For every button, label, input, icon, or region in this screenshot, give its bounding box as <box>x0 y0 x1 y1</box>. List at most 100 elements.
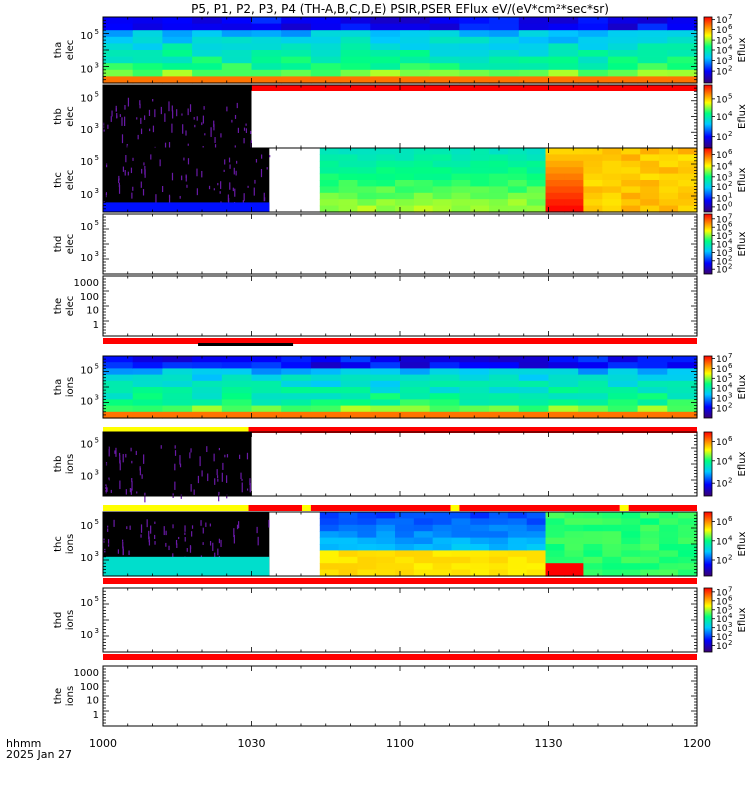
spectrogram-cell <box>281 50 312 58</box>
spectrogram-noise <box>105 192 107 198</box>
spectrogram-cell <box>162 43 193 51</box>
y-tick-exponent: 3 <box>95 550 99 558</box>
spectrogram-noise <box>137 134 139 140</box>
spectrogram-cell <box>221 387 253 394</box>
spectrogram-cell <box>376 537 396 545</box>
spectrogram-cell <box>526 186 547 194</box>
spectrogram-cell <box>578 380 609 388</box>
y-tick-label: 1000 <box>74 668 99 679</box>
spectrogram-cell <box>637 63 668 71</box>
spectrogram-cell <box>432 518 453 526</box>
spectrogram-cell <box>319 569 340 577</box>
spectrogram-cell <box>637 43 668 51</box>
spectrogram-noise <box>243 127 246 131</box>
colorbar-tick-label: 10 <box>716 606 728 616</box>
spectrogram-cell <box>489 76 520 84</box>
spectrogram-cell <box>357 180 377 187</box>
spectrogram-cell <box>545 544 566 551</box>
spectrogram-cell <box>637 399 668 407</box>
y-axis-label-species: ions <box>65 534 76 554</box>
y-tick-label: 10 <box>80 440 93 451</box>
spectrogram-noise <box>196 188 198 196</box>
spectrogram-cell <box>400 17 431 25</box>
spectrogram-cell <box>526 154 547 162</box>
spectrogram-cell <box>548 380 579 388</box>
spectrogram-cell <box>640 531 660 539</box>
spectrogram-cell <box>637 374 668 382</box>
spectrogram-cell <box>281 387 312 394</box>
spectrogram-cell <box>319 556 340 564</box>
spectrogram-noise <box>245 128 248 133</box>
spectrogram-noise <box>131 478 133 483</box>
spectrogram-noise <box>146 519 148 528</box>
x-axis-label-date: 2025 Jan 27 <box>6 748 72 761</box>
spectrogram-cell <box>602 167 622 175</box>
spectrogram-cell <box>192 405 223 413</box>
spectrogram-cell <box>678 180 698 187</box>
spectrogram-noise <box>189 104 192 112</box>
spectrogram-cell <box>526 199 547 207</box>
spectrogram-cell <box>413 199 434 207</box>
spectrogram-noise <box>144 169 146 178</box>
colorbar-tick-exponent: 4 <box>728 238 733 246</box>
spectrogram-cell <box>470 550 490 558</box>
spectrogram-noise <box>213 188 215 191</box>
spectrogram-noise <box>168 142 171 150</box>
spectrogram-cell <box>583 173 603 181</box>
spectrogram-noise <box>228 157 231 163</box>
spectrogram-cell <box>192 356 223 363</box>
spectrogram-cell <box>162 380 193 388</box>
colorbar-tick-label: 10 <box>716 405 728 415</box>
spectrogram-cell <box>103 76 134 84</box>
spectrogram-cell <box>602 537 622 545</box>
spectrogram-cell <box>583 148 603 155</box>
spectrogram-cell <box>429 17 460 25</box>
spectrogram-cell <box>221 76 253 84</box>
spectrogram-cell <box>429 368 460 376</box>
spectrogram-noise <box>127 171 129 176</box>
spectrogram-cell <box>310 356 342 363</box>
spectrogram-cell <box>507 556 528 564</box>
spectrogram-cell <box>545 148 566 155</box>
spectrogram-cell <box>132 17 163 25</box>
spectrogram-cell <box>429 69 460 77</box>
spectrogram-noise <box>160 106 162 115</box>
spectrogram-cell <box>621 518 641 526</box>
spectrogram-noise <box>117 549 119 554</box>
spectrogram-cell <box>659 512 679 519</box>
status-bar <box>103 578 697 584</box>
spectrogram-cell <box>621 205 641 213</box>
spectrogram-cell <box>545 563 566 571</box>
spectrogram-cell <box>564 173 584 181</box>
spectrogram-cell <box>451 167 471 175</box>
colorbar-tick-exponent: 3 <box>728 54 732 62</box>
spectrogram-cell <box>602 531 622 539</box>
spectrogram-cell <box>395 205 415 213</box>
spectrogram-cell <box>338 186 359 194</box>
spectrogram-cell <box>319 192 340 200</box>
spectrogram-cell <box>340 50 371 58</box>
spectrogram-cell <box>545 556 566 564</box>
colorbar-tick-exponent: 2 <box>728 180 732 188</box>
spectrogram-noise <box>136 491 138 494</box>
spectrogram-noise <box>217 182 219 186</box>
spectrogram-cell <box>370 380 401 388</box>
y-axis-label-species: ions <box>65 377 76 397</box>
y-tick-label: 10 <box>80 64 93 75</box>
spectrogram-cell <box>132 368 163 376</box>
spectrogram-cell <box>413 173 434 181</box>
spectrogram-cell <box>103 17 134 25</box>
colorbar-tick-label: 10 <box>716 257 728 267</box>
spectrogram-cell <box>281 405 312 413</box>
spectrogram-cell <box>489 393 520 400</box>
spectrogram-cell <box>310 43 342 51</box>
y-axis-label-species: elec <box>65 40 76 61</box>
spectrogram-noise <box>124 170 126 176</box>
spectrogram-cell <box>564 524 584 532</box>
spectrogram-cell <box>678 518 698 526</box>
spectrogram-cell <box>637 368 668 376</box>
spectrogram-cell <box>659 550 679 558</box>
spectrogram-cell <box>251 63 282 71</box>
spectrogram-cell <box>376 192 396 200</box>
